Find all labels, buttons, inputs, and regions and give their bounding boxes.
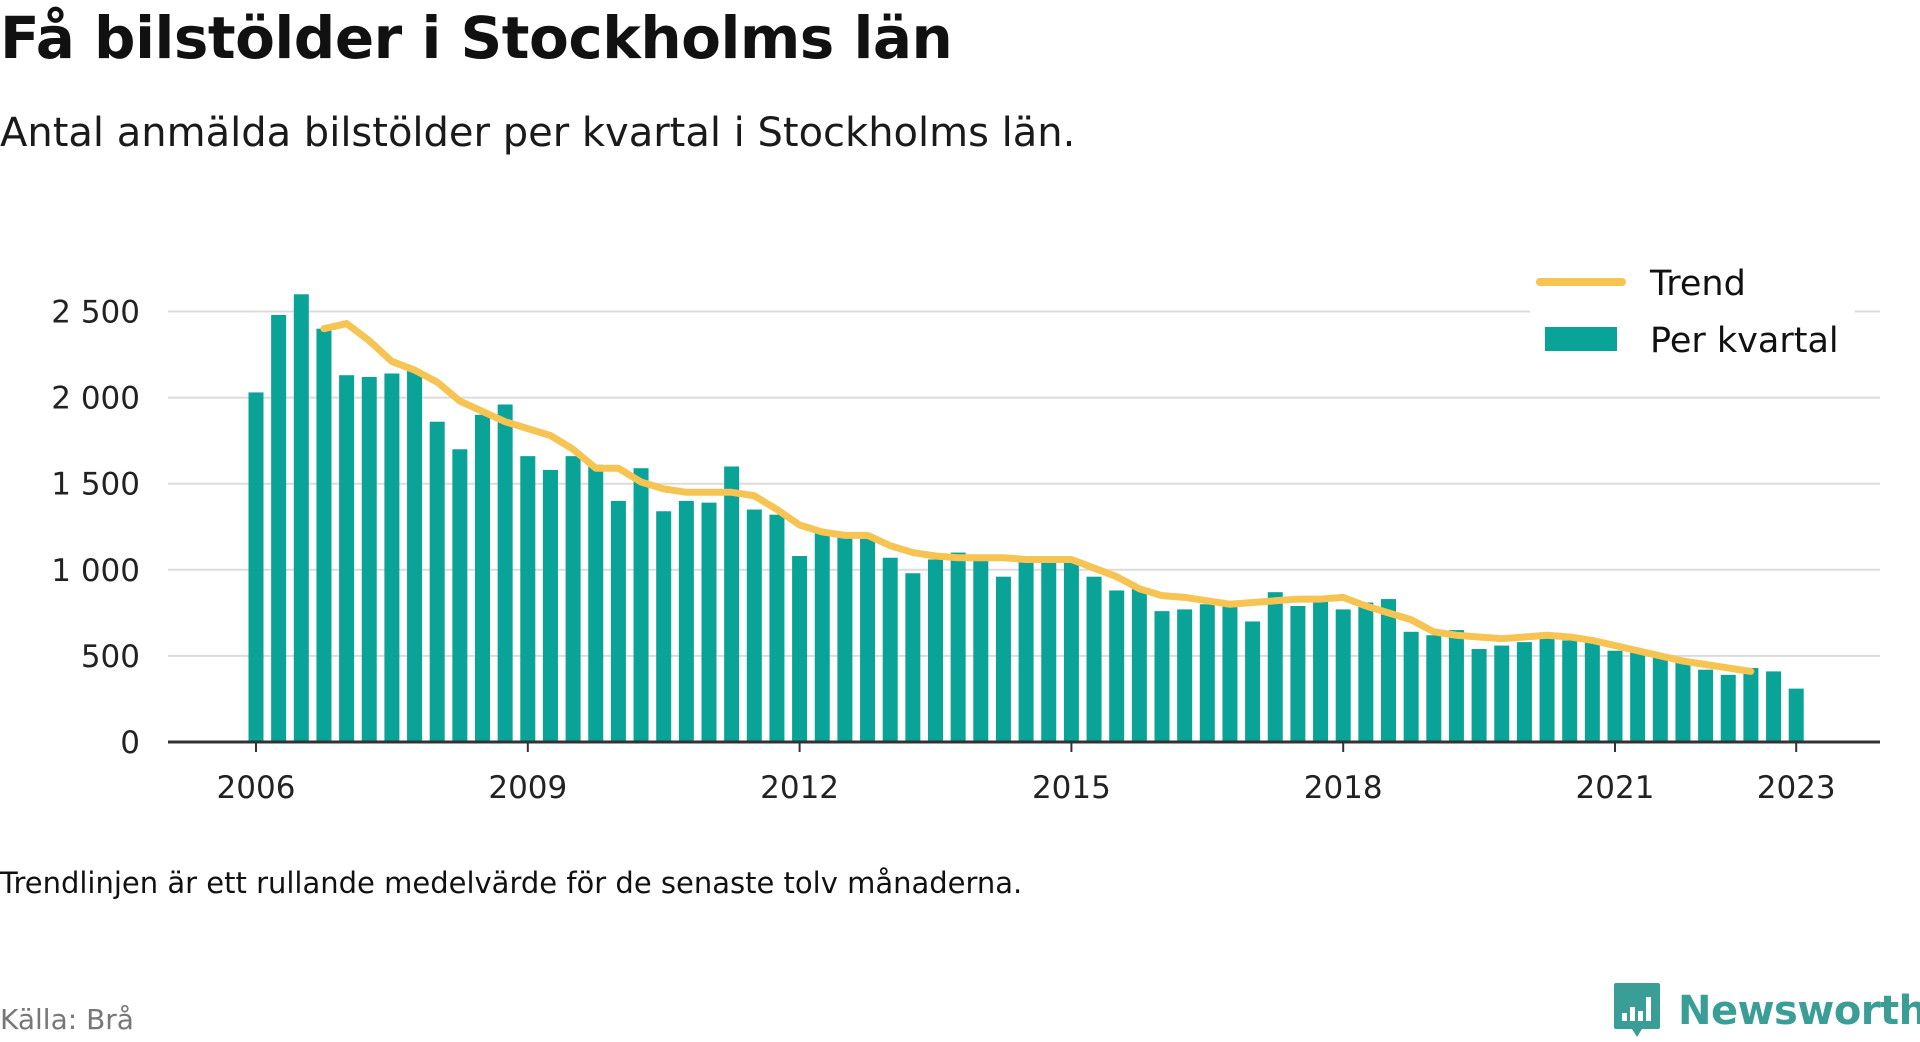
bar: [316, 328, 332, 742]
bar: [407, 370, 423, 742]
bar: [1743, 667, 1759, 742]
bar: [1766, 671, 1782, 742]
bar: [475, 414, 490, 742]
bar: [339, 375, 355, 742]
bar: [1652, 655, 1668, 742]
bar: [271, 314, 287, 742]
bar: [633, 468, 649, 742]
bar: [1720, 674, 1736, 742]
x-tick-label: 2018: [1304, 770, 1383, 806]
bar: [1063, 562, 1079, 742]
bar: [1267, 592, 1283, 742]
bar: [1131, 588, 1147, 742]
bar: [814, 530, 830, 742]
x-tick-label: 2006: [217, 770, 296, 806]
bar: [973, 559, 989, 742]
bar: [837, 535, 853, 742]
legend-bars-label: Per kvartal: [1650, 321, 1839, 361]
x-tick-label: 2015: [1032, 770, 1111, 806]
bar: [1788, 688, 1804, 742]
bar: [1698, 669, 1714, 742]
bar-series: [248, 294, 1804, 742]
source-credit: Källa: Brå: [0, 1003, 134, 1036]
bar: [542, 469, 558, 742]
x-tick-label: 2009: [488, 770, 567, 806]
bar: [1516, 642, 1532, 742]
x-tick-label: 2012: [760, 770, 839, 806]
bar: [1290, 605, 1306, 742]
legend-bars-swatch: [1545, 327, 1617, 351]
bar: [497, 404, 513, 742]
y-tick-label: 2 500: [51, 295, 140, 331]
bar: [1381, 599, 1396, 742]
chart-title: Få bilstölder i Stockholms län: [0, 4, 953, 72]
bar: [452, 449, 468, 742]
bar: [769, 514, 785, 742]
bar: [928, 559, 943, 742]
y-tick-label: 1 500: [51, 467, 140, 503]
bar: [1607, 650, 1623, 742]
bar: [520, 456, 536, 742]
bar: [1335, 609, 1351, 742]
bar: [1471, 649, 1487, 742]
axes: 0 500 1 000 1 500 2 000 2 500 2006 2009 2012 2015…: [51, 295, 1880, 806]
brand-name: Newsworthy: [1678, 988, 1920, 1034]
brand-logo-link[interactable]: Newsworthy: [1612, 980, 1920, 1042]
legend: Trend Per kvartal: [1530, 258, 1855, 368]
newsworthy-logo-icon: [1614, 983, 1660, 1037]
bar: [1494, 645, 1510, 742]
bar: [1403, 631, 1419, 742]
x-tick-label: 2023: [1757, 770, 1836, 806]
bar: [1245, 621, 1261, 742]
bar: [882, 557, 898, 742]
legend-trend-label: Trend: [1649, 264, 1746, 304]
bar: [1448, 630, 1464, 742]
bar: [1562, 640, 1578, 742]
bar: [1154, 611, 1170, 742]
bar: [1041, 561, 1057, 742]
footnote: Trendlinjen är ett rullande medelvärde f…: [0, 866, 1023, 900]
bar: [1539, 633, 1555, 742]
bar: [746, 509, 762, 742]
bar: [248, 392, 264, 742]
bar: [1675, 659, 1691, 742]
bar: [384, 373, 400, 742]
trend-line: [320, 320, 1755, 675]
bar: [1109, 590, 1125, 742]
chart-subtitle: Antal anmälda bilstölder per kvartal i S…: [0, 110, 1076, 156]
bar: [792, 556, 808, 742]
bar: [1199, 604, 1215, 742]
bar: [860, 538, 876, 742]
bar: [1584, 640, 1600, 742]
bar: [588, 464, 604, 742]
bar: [610, 500, 626, 742]
y-tick-label: 2 000: [51, 381, 140, 417]
bar: [724, 466, 740, 742]
bar: [1177, 609, 1193, 742]
bar: [950, 552, 966, 742]
y-tick-label: 0: [120, 725, 140, 761]
bar: [429, 421, 445, 742]
x-tick-label: 2021: [1576, 770, 1655, 806]
bar: [656, 511, 672, 742]
trend-series: [320, 320, 1755, 675]
bar: [361, 376, 377, 742]
bar: [701, 502, 717, 742]
bar: [995, 576, 1011, 742]
bar: [1222, 605, 1238, 742]
bar: [1313, 599, 1329, 742]
bar: [293, 294, 309, 742]
bar: [905, 573, 921, 742]
bar: [1086, 576, 1102, 742]
bar: [1426, 635, 1442, 742]
y-tick-label: 500: [81, 639, 140, 675]
y-tick-label: 1 000: [51, 553, 140, 589]
bar: [678, 500, 694, 742]
bar: [1018, 561, 1034, 742]
bar: [565, 456, 581, 742]
bar: [1630, 649, 1646, 742]
bar: [1358, 602, 1374, 742]
